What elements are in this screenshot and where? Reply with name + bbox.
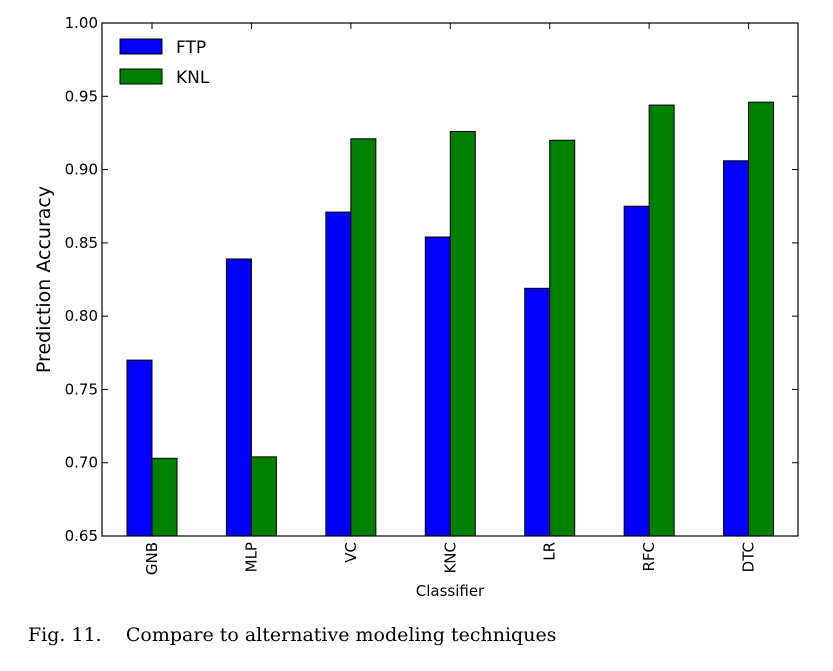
bar-knl-lr [549, 139, 576, 537]
x-tick-label-mlp: MLP [242, 542, 260, 572]
figure-caption: Fig. 11. Compare to alternative modeling… [28, 624, 556, 646]
bar-knl-dtc [748, 101, 775, 537]
y-tick-label: 0.80 [65, 307, 98, 325]
y-tick-label: 1.00 [65, 14, 98, 32]
legend-label-knl: KNL [176, 68, 210, 88]
bar-ftp-dtc [723, 160, 750, 537]
legend-swatch-ftp [119, 38, 163, 55]
x-tick-label-rfc: RFC [640, 542, 658, 572]
bars-layer [126, 101, 775, 537]
ticks-layer: 0.65 0.70 0.75 0.80 0.85 0.90 0.95 1.00 GNB MLP VC… [65, 14, 798, 575]
legend-label-ftp: FTP [176, 38, 206, 58]
y-axis-label: Prediction Accuracy [33, 186, 55, 373]
figure-caption-text: Compare to alternative modeling techniqu… [125, 624, 557, 646]
bar-ftp-rfc [623, 205, 650, 537]
bar-knl-gnb [151, 457, 178, 537]
bar-ftp-vc [325, 211, 352, 537]
figure-caption-label: Fig. 11. [28, 624, 102, 646]
bar-ftp-lr [524, 287, 551, 537]
bar-knl-knc [449, 130, 476, 537]
y-tick-label: 0.90 [65, 161, 98, 179]
x-tick-label-vc: VC [342, 542, 360, 563]
bar-knl-rfc [648, 104, 675, 537]
bar-ftp-mlp [225, 258, 252, 537]
bar-knl-mlp [250, 456, 277, 537]
legend: FTP KNL [119, 38, 210, 88]
x-tick-label-gnb: GNB [143, 542, 161, 575]
x-tick-label-knc: KNC [441, 542, 459, 574]
x-tick-label-lr: LR [541, 542, 559, 561]
y-tick-label: 0.70 [65, 454, 98, 472]
legend-swatch-knl [119, 68, 163, 85]
y-tick-label: 0.65 [65, 527, 98, 545]
y-tick-label: 0.85 [65, 234, 98, 252]
y-tick-label: 0.75 [65, 380, 98, 398]
bar-knl-vc [350, 138, 377, 537]
x-tick-label-dtc: DTC [740, 542, 758, 572]
y-tick-label: 0.95 [65, 87, 98, 105]
x-axis-label: Classifier [416, 582, 485, 600]
bar-ftp-gnb [126, 359, 153, 537]
bar-ftp-knc [424, 236, 451, 537]
